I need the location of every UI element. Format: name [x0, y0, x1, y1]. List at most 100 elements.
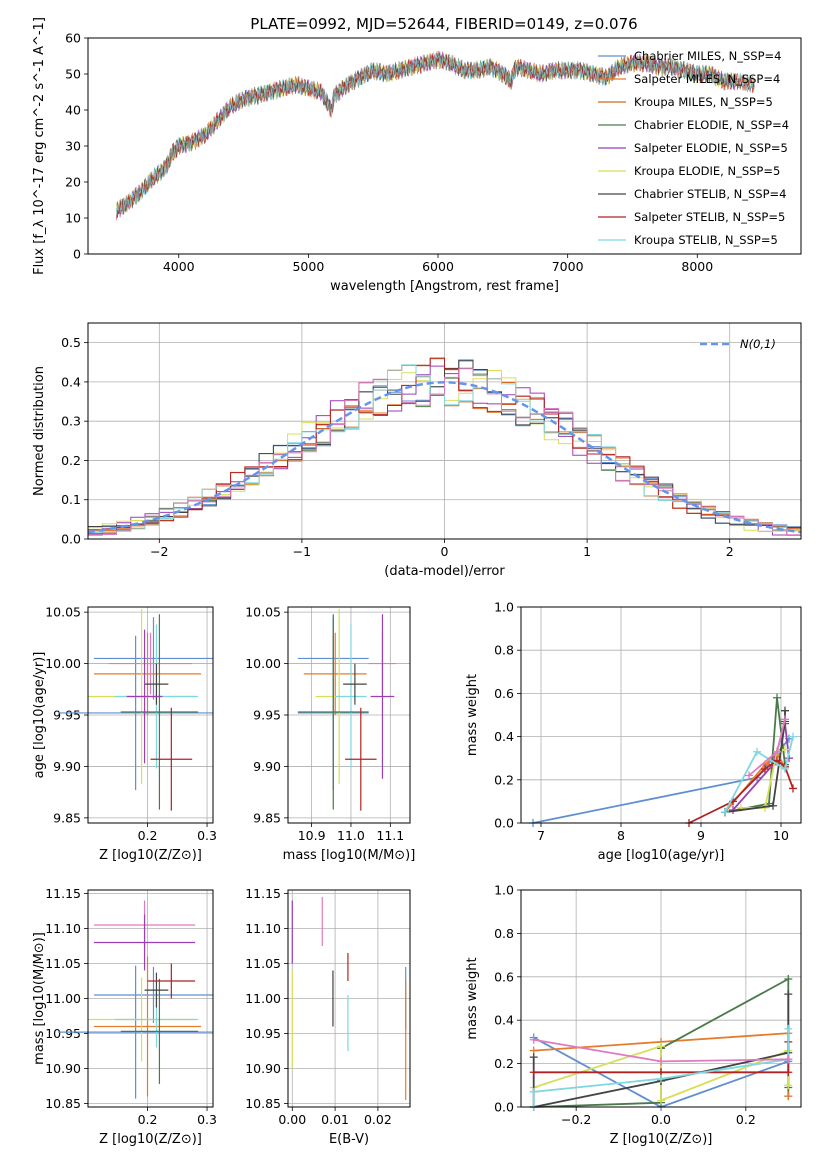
x-tick-label: 4000 — [163, 259, 195, 274]
x-axis-label: Z [log10(Z/Z⊙)] — [99, 848, 202, 863]
y-tick-label: 10.90 — [245, 1061, 281, 1076]
spectrum-line-kroupa-stelib — [116, 53, 755, 216]
x-tick-label: 11.1 — [376, 828, 404, 843]
x-tick-label: 8 — [617, 828, 625, 843]
x-tick-label: 0.00 — [278, 1112, 306, 1127]
weight-vs-z-plot: −0.2 0.0 0.2 0.0 0.2 0.4 0.6 0.8 1.0 Z [log10(Z/Z… — [465, 883, 802, 1147]
data-marker — [529, 1068, 538, 1077]
y-axis-label: mass [log10(M/M⊙)] — [32, 932, 47, 1065]
y-tick-label: 1.0 — [494, 600, 514, 615]
data-marker — [781, 745, 789, 754]
x-tick-label: 5000 — [292, 259, 324, 274]
data-marker — [784, 990, 793, 999]
data-marker — [789, 732, 797, 741]
y-tick-label: 11.10 — [245, 921, 281, 936]
y-tick-label: 10.00 — [45, 656, 81, 671]
mass-vs-ebv-plot: 0.00 0.01 0.02 10.85 10.90 10.95 11.00 11.05 11.… — [245, 886, 411, 1147]
y-tick-label: 0.6 — [494, 686, 514, 701]
x-tick-label: 0.2 — [138, 828, 158, 843]
data-marker — [657, 1057, 665, 1066]
x-tick-label: 0.0 — [651, 1112, 671, 1127]
age-vs-mass-plot: 10.9 11.0 11.1 9.85 9.90 9.95 10.00 10.05 mass [… — [245, 605, 415, 863]
normal-curve — [87, 381, 802, 534]
data-marker — [657, 1074, 665, 1083]
data-marker — [721, 808, 729, 817]
y-axis-label: Flux [f_λ 10^-17 erg cm^-2 s^-1 A^-1] — [32, 17, 47, 275]
x-tick-label: −0.2 — [561, 1112, 591, 1127]
weight-vs-age-plot: 7 8 9 10 0.0 0.2 0.4 0.6 0.8 1.0 age [log10(age/yr… — [465, 600, 802, 863]
data-marker — [781, 765, 789, 773]
plot-frame — [87, 606, 214, 824]
legend-label-salpeter-elodie: Salpeter ELODIE, N_SSP=5 — [634, 141, 788, 155]
x-tick-label: 0.3 — [197, 828, 217, 843]
y-tick-label: 0.0 — [494, 816, 514, 831]
data-marker — [784, 1092, 793, 1101]
x-tick-label: 2 — [726, 544, 734, 559]
y-tick-label: 10.85 — [245, 1096, 281, 1111]
data-marker — [781, 706, 789, 715]
y-tick-label: 9.85 — [253, 810, 281, 825]
y-tick-label: 0.2 — [494, 772, 514, 787]
y-tick-label: 11.05 — [245, 956, 281, 971]
y-tick-label: 0.4 — [61, 374, 81, 389]
y-axis-label: mass weight — [465, 674, 480, 756]
y-tick-label: 9.95 — [253, 708, 281, 723]
y-tick-label: 10.00 — [245, 656, 281, 671]
legend-label-salpeter-stelib: Salpeter STELIB, N_SSP=5 — [634, 210, 785, 224]
legend-label-chabrier-stelib: Chabrier STELIB, N_SSP=4 — [634, 187, 786, 201]
y-tick-label: 20 — [65, 175, 81, 190]
y-tick-label: 40 — [65, 103, 81, 118]
data-marker — [753, 747, 761, 756]
legend-label-kroupa-stelib: Kroupa STELIB, N_SSP=5 — [634, 233, 778, 247]
data-marker — [745, 771, 753, 780]
data-marker — [773, 747, 781, 756]
y-tick-label: 10.85 — [45, 1096, 81, 1111]
x-tick-label: −2 — [150, 544, 168, 559]
weight-line-kroupa-stelib — [724, 736, 794, 813]
plot-frame — [520, 889, 802, 1108]
x-axis-label: wavelength [Angstrom, rest frame] — [330, 279, 559, 294]
x-axis-label: Z [log10(Z/Z⊙)] — [99, 1132, 202, 1147]
figure-title: PLATE=0992, MJD=52644, FIBERID=0149, z=0… — [250, 15, 637, 33]
x-axis-label: E(B-V) — [329, 1132, 369, 1147]
y-tick-label: 0.0 — [494, 1100, 514, 1115]
weight-line-salpeter-stelib — [688, 759, 794, 824]
y-tick-label: 0.8 — [494, 926, 514, 941]
y-tick-label: 10 — [65, 211, 81, 226]
data-marker — [761, 765, 769, 773]
y-tick-label: 0.5 — [61, 335, 81, 350]
data-marker — [529, 1053, 538, 1062]
x-tick-label: 6000 — [422, 259, 454, 274]
x-tick-label: 0.2 — [736, 1112, 756, 1127]
y-axis-label: Normed distribution — [32, 366, 47, 496]
residuals-plot: −2 −1 0 1 2 0.0 0.1 0.2 0.3 0.4 0.5 (data-model)/er… — [32, 322, 802, 579]
x-tick-label: 10 — [773, 828, 789, 843]
x-tick-label: 0 — [441, 544, 449, 559]
y-axis-label: age [log10(age/yr)] — [32, 652, 47, 779]
legend-label-chabrier-miles: Chabrier MILES, N_SSP=4 — [634, 49, 781, 63]
legend: Chabrier MILES, N_SSP=4 Salpeter MILES, … — [634, 49, 789, 247]
y-tick-label: 10.90 — [45, 1061, 81, 1076]
data-marker — [789, 784, 797, 793]
x-tick-label: 0.3 — [197, 1112, 217, 1127]
y-tick-label: 30 — [65, 139, 81, 154]
data-marker — [657, 1042, 665, 1051]
y-tick-label: 0.3 — [61, 414, 81, 429]
data-marker — [784, 974, 793, 983]
y-tick-label: 0.6 — [494, 969, 514, 984]
data-marker — [773, 693, 781, 702]
y-tick-label: 0.2 — [494, 1056, 514, 1071]
y-tick-label: 9.90 — [53, 759, 81, 774]
y-tick-label: 11.00 — [45, 991, 81, 1006]
data-marker — [769, 801, 777, 810]
data-marker — [657, 1096, 665, 1105]
histogram-kroupa-stelib — [88, 364, 801, 533]
x-axis-label: Z [log10(Z/Z⊙)] — [610, 1132, 713, 1147]
y-tick-label: 0 — [73, 247, 81, 262]
plot-frame — [87, 37, 802, 255]
x-axis-label: mass [log10(M/M⊙)] — [283, 848, 416, 863]
y-tick-label: 10.05 — [45, 605, 81, 620]
x-tick-label: 0.01 — [321, 1112, 349, 1127]
x-tick-label: 7000 — [552, 259, 584, 274]
